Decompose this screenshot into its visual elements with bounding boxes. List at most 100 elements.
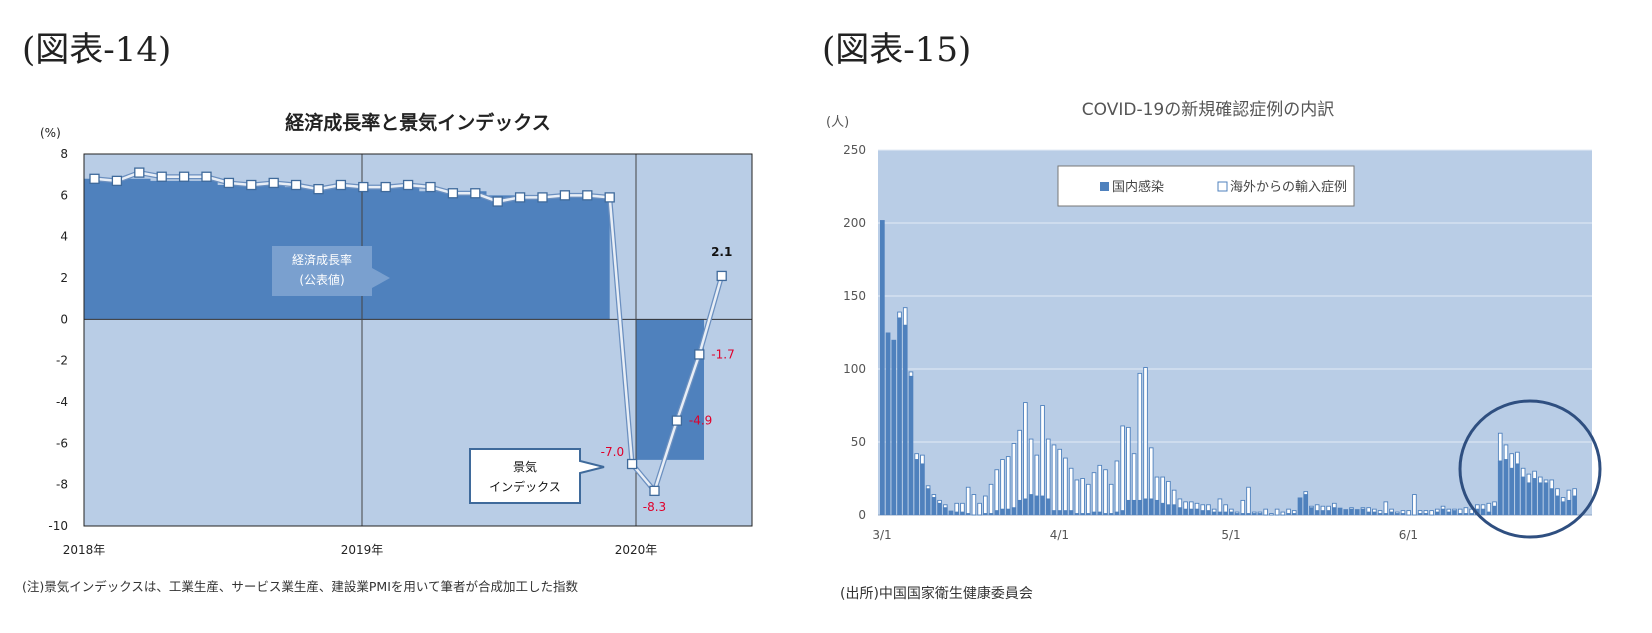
index-marker	[268, 177, 279, 189]
y-tick-label: 250	[843, 143, 866, 157]
bar-imported	[1406, 510, 1412, 516]
bar-imported	[1526, 473, 1532, 484]
index-marker	[201, 171, 212, 182]
bar-imported	[1263, 508, 1268, 516]
data-label: -4.9	[689, 414, 712, 428]
bar-domestic	[1023, 498, 1028, 515]
bar-imported	[1400, 510, 1406, 514]
bar-domestic	[1223, 512, 1228, 515]
bar-imported	[1417, 510, 1423, 514]
bar-domestic	[1251, 513, 1257, 515]
bar-domestic	[1480, 509, 1486, 515]
bar-imported	[1017, 429, 1022, 501]
bar-domestic	[1206, 510, 1211, 515]
index-marker	[604, 192, 615, 203]
bar-imported	[1509, 453, 1514, 469]
bar-domestic	[1509, 468, 1515, 515]
index-marker	[223, 177, 235, 189]
bar-imported	[1389, 508, 1394, 513]
bar-imported	[1383, 501, 1389, 514]
bar-imported	[1555, 488, 1560, 497]
bar-imported	[1274, 508, 1280, 516]
bar-imported	[1045, 438, 1051, 500]
bar-domestic	[920, 463, 925, 515]
bar-imported	[954, 502, 960, 513]
bar-domestic	[1372, 512, 1377, 515]
index-marker	[470, 188, 481, 199]
bar-imported	[925, 485, 931, 490]
index-marker	[246, 179, 257, 191]
bar-domestic	[1080, 513, 1085, 515]
bar-imported	[1497, 432, 1503, 462]
bar-domestic	[1085, 513, 1091, 515]
bar-imported	[937, 499, 942, 504]
bar-domestic	[1366, 512, 1372, 515]
index-callout-box	[469, 448, 605, 504]
chart-growth-and-index: 経済成長率と景気インデックス (%) 8 6 4 2 0 -2 -4 -6 -8 -10 2018年 20…	[40, 111, 753, 557]
bar-domestic	[1349, 509, 1354, 515]
bar-imported	[1074, 479, 1080, 514]
bar-domestic	[1291, 513, 1297, 515]
y-axis-unit: (人)	[826, 115, 849, 130]
bar-domestic	[1126, 500, 1131, 515]
bar-imported	[1120, 425, 1125, 512]
index-marker	[694, 349, 705, 360]
bar-domestic	[1326, 510, 1331, 515]
legend-swatch-domestic	[1100, 182, 1109, 191]
index-marker	[582, 190, 593, 201]
bar-imported	[1332, 502, 1337, 509]
bar-domestic	[1555, 496, 1560, 515]
bar-domestic	[982, 513, 988, 515]
y-tick-label: 4	[60, 230, 68, 244]
bar-imported	[1166, 480, 1171, 506]
bar-imported	[1103, 469, 1108, 514]
bar-imported	[1320, 505, 1326, 512]
index-marker	[313, 183, 324, 195]
index-callout-text: インデックス	[489, 479, 561, 494]
bar-domestic	[1217, 512, 1223, 515]
bar-domestic	[1549, 488, 1555, 515]
bar-imported	[988, 483, 994, 514]
bar-imported	[1023, 402, 1028, 500]
bar-domestic	[1492, 506, 1497, 515]
bar-domestic	[1143, 498, 1148, 515]
bar-domestic	[1063, 510, 1068, 515]
bar-imported	[897, 311, 902, 319]
bar-domestic	[1011, 507, 1017, 515]
index-marker	[559, 190, 571, 201]
bar-domestic	[954, 512, 960, 515]
bar-imported	[1366, 507, 1371, 513]
bar-domestic	[1177, 507, 1183, 515]
bar-imported	[1229, 508, 1234, 513]
bar-domestic	[1171, 504, 1177, 515]
bar-imported	[1257, 511, 1263, 514]
bar-imported	[1291, 510, 1297, 514]
bar-imported	[1543, 479, 1549, 484]
bar-domestic	[1188, 509, 1194, 515]
bar-domestic	[1457, 513, 1463, 515]
bar-domestic	[1160, 503, 1166, 515]
chart-title: 経済成長率と景気インデックス	[285, 111, 550, 134]
bar-imported	[1423, 510, 1429, 514]
bar-domestic	[1120, 510, 1125, 515]
x-tick-label: 4/1	[1050, 528, 1069, 542]
bar-domestic	[1309, 507, 1314, 515]
bar-imported	[971, 494, 977, 516]
bar-imported	[994, 469, 1000, 512]
y-tick-label: 8	[60, 147, 68, 161]
bar-imported	[1463, 507, 1469, 514]
bar-imported	[920, 454, 925, 465]
bar-imported	[1515, 451, 1520, 465]
bar-imported	[1251, 511, 1257, 514]
legend-label-imported: 海外からの輸入症例	[1230, 180, 1347, 195]
bar-domestic	[937, 503, 942, 515]
bar-imported	[1040, 405, 1045, 497]
bar-imported	[1492, 501, 1497, 507]
bar-imported	[1486, 502, 1492, 513]
bar-imported	[1549, 479, 1555, 490]
bar-imported	[1349, 507, 1354, 510]
bar-imported	[1412, 494, 1417, 516]
index-marker	[514, 192, 526, 203]
bar-domestic	[1343, 509, 1349, 515]
bar-domestic	[1286, 513, 1291, 515]
